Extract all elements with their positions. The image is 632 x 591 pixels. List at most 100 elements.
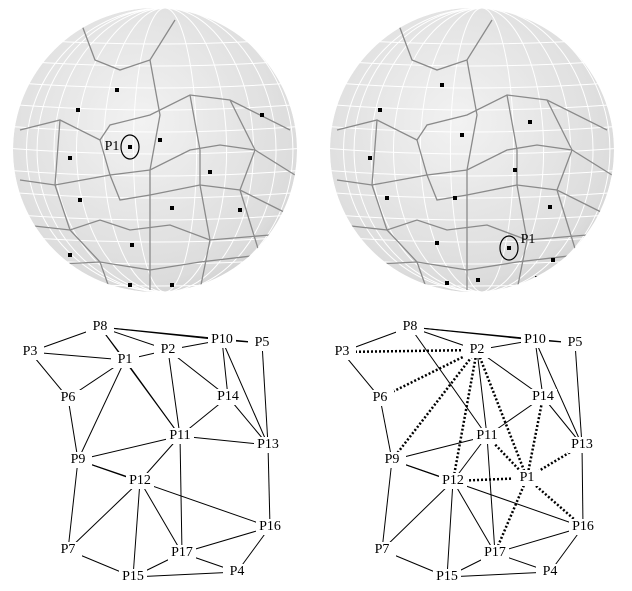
node-bg xyxy=(166,428,194,444)
edge xyxy=(446,571,551,578)
parallel xyxy=(13,59,297,67)
node-label: P6 xyxy=(373,390,388,405)
edge xyxy=(381,480,454,551)
node-bg xyxy=(119,569,147,585)
node-bg xyxy=(439,473,467,489)
node-label: P5 xyxy=(255,335,270,350)
edge xyxy=(534,339,583,446)
parallel xyxy=(330,59,614,67)
node-bg xyxy=(54,542,82,558)
node-label: P8 xyxy=(93,319,108,334)
site-point xyxy=(368,156,372,160)
edge xyxy=(77,459,271,528)
node-bg xyxy=(223,564,251,580)
edge xyxy=(139,480,183,554)
site-point xyxy=(238,208,242,212)
site-point xyxy=(115,88,119,92)
cell-boundary xyxy=(149,59,161,290)
node-label: P16 xyxy=(572,519,594,534)
node-label: P2 xyxy=(470,342,485,357)
graph: P8 P5 P3 P2 P10 P1 P6 P14 P11 P13 P9 P12 P16 P7 P17 P15… xyxy=(16,319,284,585)
edge xyxy=(446,480,454,578)
edge xyxy=(67,459,79,551)
dotted-edge xyxy=(391,349,478,461)
node-label: P15 xyxy=(436,569,458,584)
node-label: P8 xyxy=(403,319,418,334)
node-bg xyxy=(521,332,549,348)
node-bg xyxy=(16,344,44,360)
edge xyxy=(179,435,183,554)
dotted-edge xyxy=(525,396,545,479)
edge xyxy=(494,526,584,554)
node-bg xyxy=(368,542,396,558)
edge xyxy=(181,526,271,554)
cell-boundary xyxy=(19,94,291,141)
node-label: P4 xyxy=(230,564,245,579)
site-point xyxy=(507,246,511,250)
edge xyxy=(132,480,141,578)
highlight-ring xyxy=(499,235,519,261)
node-bg xyxy=(86,319,114,335)
node-bg xyxy=(536,564,564,580)
highlight-ring xyxy=(120,134,140,160)
node-label: P3 xyxy=(335,344,350,359)
parallel xyxy=(13,191,297,199)
edge xyxy=(221,339,269,446)
edge xyxy=(29,351,126,361)
node-label: P10 xyxy=(211,332,233,347)
site-point xyxy=(78,198,82,202)
node-label: P7 xyxy=(375,542,390,557)
node-label: P11 xyxy=(476,428,497,443)
site-point xyxy=(378,108,382,112)
graph: P8 P5 P3 P2 P10 P1 P6 P14 P11 P13 P9 P12 P16 P7 P17 P15… xyxy=(328,319,597,585)
node-bg xyxy=(561,335,589,351)
parallel xyxy=(330,125,614,133)
cell-boundary xyxy=(79,19,176,71)
cell-boundary xyxy=(396,19,493,71)
node-bg xyxy=(214,389,242,405)
cell-boundary xyxy=(336,174,608,216)
edge xyxy=(132,571,238,578)
node-bg xyxy=(481,545,509,561)
edge xyxy=(179,435,269,446)
edge xyxy=(77,359,126,461)
edge xyxy=(379,397,393,461)
dotted-edge xyxy=(475,349,529,479)
parallel xyxy=(13,213,297,221)
node-bg xyxy=(568,437,596,453)
site-point xyxy=(453,196,457,200)
site-point xyxy=(528,120,532,124)
site-point xyxy=(435,241,439,245)
edge xyxy=(476,349,488,437)
site-point xyxy=(376,260,380,264)
site-point xyxy=(440,83,444,87)
node-bg xyxy=(111,352,139,368)
node-label: P9 xyxy=(385,452,400,467)
node-bg xyxy=(463,342,491,358)
node-label: P6 xyxy=(61,390,76,405)
cell-boundary xyxy=(371,119,428,291)
site-point xyxy=(513,168,517,172)
dotted-edge xyxy=(451,349,479,482)
node-label: P15 xyxy=(122,569,144,584)
node-label: P17 xyxy=(484,545,506,560)
site-point xyxy=(158,138,162,142)
edge xyxy=(261,342,269,446)
node-label: P11 xyxy=(169,428,190,443)
site-point xyxy=(460,133,464,137)
cell-boundary xyxy=(229,99,261,256)
spheres: P1 P1 xyxy=(13,8,614,292)
node-bg xyxy=(248,335,276,351)
point-label: P1 xyxy=(105,139,120,154)
node-bg xyxy=(168,545,196,561)
site-point xyxy=(548,205,552,209)
node-label: P7 xyxy=(61,542,76,557)
edge xyxy=(409,326,488,437)
site-point xyxy=(76,108,80,112)
edge xyxy=(391,435,488,461)
parallel xyxy=(330,191,614,199)
sphere-body xyxy=(330,8,614,292)
node-label: P1 xyxy=(520,470,535,485)
node-label: P16 xyxy=(259,519,281,534)
edge xyxy=(391,459,584,528)
